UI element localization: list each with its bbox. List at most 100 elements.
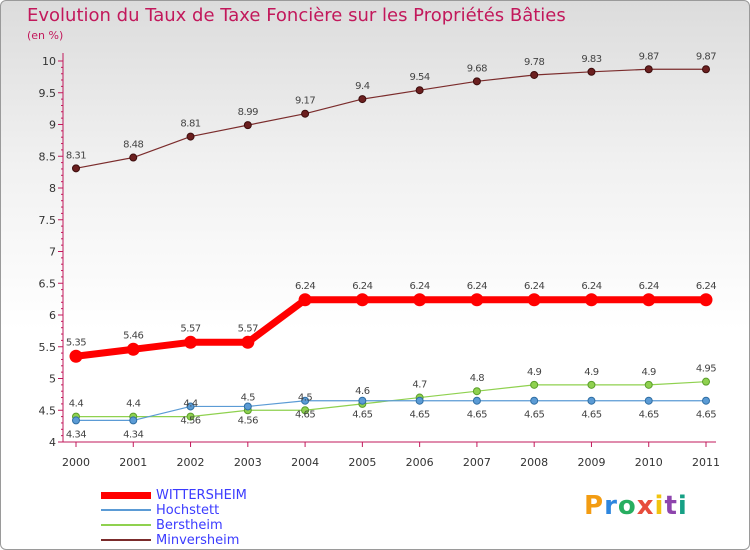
- data-point-wittersheim: [298, 293, 312, 307]
- y-tick-label: 6.5: [39, 277, 57, 290]
- data-label-hochstett: 4.65: [352, 410, 372, 421]
- data-label-wittersheim: 6.24: [467, 281, 487, 292]
- data-label-minversheim: 9.17: [295, 96, 315, 107]
- data-point-wittersheim: [241, 335, 255, 349]
- data-point-minversheim: [415, 86, 424, 95]
- data-label-berstheim: 4.4: [183, 399, 198, 410]
- data-point-wittersheim: [642, 293, 656, 307]
- proxiti-logo: Proxiti: [584, 491, 688, 521]
- data-point-wittersheim: [699, 293, 713, 307]
- data-label-wittersheim: 5.35: [66, 337, 86, 348]
- data-point-berstheim: [186, 412, 195, 421]
- data-point-hochstett: [186, 402, 195, 411]
- x-tick-label: 2003: [234, 456, 262, 469]
- x-tick-label: 2007: [463, 456, 491, 469]
- chart-subtitle: (en %): [27, 29, 64, 42]
- y-tick-label: 4: [49, 436, 56, 449]
- data-point-wittersheim: [355, 293, 369, 307]
- logo-letter: i: [654, 491, 665, 521]
- data-label-hochstett: 4.65: [467, 410, 487, 421]
- legend-swatch: [101, 491, 151, 499]
- y-tick-label: 5: [49, 373, 56, 386]
- data-label-minversheim: 9.78: [524, 57, 544, 68]
- series-line-wittersheim: [75, 296, 706, 360]
- y-tick-label: 5.5: [39, 341, 57, 354]
- data-point-minversheim: [702, 65, 710, 74]
- data-label-berstheim: 4.9: [584, 367, 599, 378]
- x-tick-label: 2005: [348, 456, 376, 469]
- data-label-hochstett: 4.65: [410, 410, 430, 421]
- y-tick-label: 7: [49, 246, 56, 259]
- series-line-minversheim: [75, 68, 706, 169]
- data-point-berstheim: [301, 406, 310, 415]
- y-tick-label: 4.5: [39, 404, 57, 417]
- data-label-berstheim: 4.6: [355, 386, 370, 397]
- data-point-hochstett: [530, 396, 539, 405]
- data-point-hochstett: [415, 396, 424, 405]
- data-point-berstheim: [702, 377, 710, 386]
- data-label-hochstett: 4.65: [295, 410, 315, 421]
- data-point-hochstett: [702, 396, 710, 405]
- data-label-minversheim: 8.99: [238, 107, 258, 118]
- data-point-hochstett: [129, 416, 138, 425]
- data-point-wittersheim: [126, 342, 140, 356]
- data-label-wittersheim: 6.24: [410, 281, 430, 292]
- data-point-hochstett: [243, 402, 252, 411]
- data-point-wittersheim: [584, 293, 598, 307]
- data-point-berstheim: [530, 380, 539, 389]
- data-label-berstheim: 4.5: [298, 392, 313, 403]
- data-point-minversheim: [129, 153, 138, 162]
- data-label-hochstett: 4.65: [581, 410, 601, 421]
- y-tick-label: 9.5: [39, 87, 57, 100]
- logo-letter: i: [677, 491, 688, 521]
- data-point-hochstett: [644, 396, 653, 405]
- y-tick-label: 7.5: [39, 214, 57, 227]
- data-point-wittersheim: [527, 293, 541, 307]
- y-tick-label: 8: [49, 182, 56, 195]
- data-label-wittersheim: 6.24: [696, 281, 716, 292]
- x-tick-label: 2002: [177, 456, 205, 469]
- y-tick-label: 8.5: [39, 150, 57, 163]
- logo-letter: o: [617, 491, 637, 521]
- legend-swatch: [101, 539, 151, 541]
- legend-swatch: [101, 524, 151, 526]
- data-label-berstheim: 4.4: [126, 399, 141, 410]
- data-point-hochstett: [301, 396, 310, 405]
- x-tick-label: 2009: [577, 456, 605, 469]
- data-label-berstheim: 4.5: [241, 392, 256, 403]
- chart-title: Evolution du Taux de Taxe Foncière sur l…: [27, 5, 566, 26]
- data-label-minversheim: 9.68: [467, 63, 487, 74]
- data-label-minversheim: 8.31: [66, 150, 86, 161]
- data-label-berstheim: 4.9: [642, 367, 657, 378]
- data-label-berstheim: 4.8: [470, 373, 485, 384]
- data-point-hochstett: [72, 416, 80, 425]
- logo-letter: t: [664, 491, 678, 521]
- data-label-berstheim: 4.9: [527, 367, 542, 378]
- data-label-minversheim: 8.81: [180, 119, 200, 130]
- data-point-wittersheim: [470, 293, 484, 307]
- data-point-wittersheim: [184, 335, 198, 349]
- data-label-berstheim: 4.95: [696, 364, 716, 375]
- legend-label: Minversheim: [156, 533, 240, 548]
- y-tick-label: 10: [42, 55, 56, 68]
- x-tick-label: 2006: [406, 456, 434, 469]
- data-point-hochstett: [472, 396, 481, 405]
- data-point-minversheim: [301, 109, 310, 118]
- data-label-hochstett: 4.34: [66, 429, 86, 440]
- data-label-hochstett: 4.56: [180, 415, 200, 426]
- data-point-minversheim: [530, 70, 539, 79]
- data-label-minversheim: 9.54: [410, 72, 430, 83]
- y-tick-label: 9: [49, 119, 56, 132]
- legend-label: WITTERSHEIM: [156, 488, 247, 503]
- data-label-hochstett: 4.56: [238, 415, 258, 426]
- data-point-minversheim: [358, 95, 367, 104]
- data-point-hochstett: [358, 396, 367, 405]
- data-point-minversheim: [587, 67, 596, 76]
- data-point-berstheim: [587, 380, 596, 389]
- data-label-hochstett: 4.65: [639, 410, 659, 421]
- data-point-berstheim: [644, 380, 653, 389]
- legend-swatch: [101, 509, 151, 511]
- x-tick-label: 2001: [119, 456, 147, 469]
- legend-label: Hochstett: [156, 503, 220, 518]
